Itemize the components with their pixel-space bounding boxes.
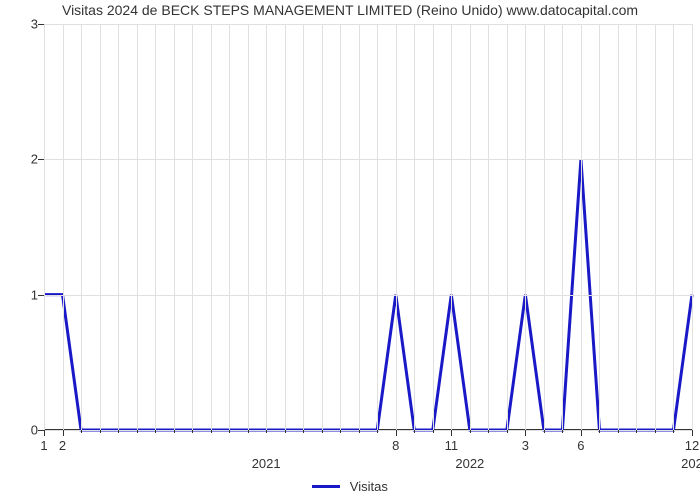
x-minor-tick	[340, 430, 341, 433]
grid-line-v	[414, 24, 415, 430]
x-tick-label: 8	[392, 430, 399, 453]
grid-line-v	[137, 24, 138, 430]
y-tick-label: 2	[31, 152, 44, 167]
grid-line-h	[44, 24, 692, 25]
y-tick-label: 1	[31, 287, 44, 302]
y-tick-label: 3	[31, 17, 44, 32]
grid-line-v	[377, 24, 378, 430]
grid-line-v	[507, 24, 508, 430]
x-minor-tick	[303, 430, 304, 433]
x-minor-tick	[211, 430, 212, 433]
grid-line-v	[340, 24, 341, 430]
x-minor-tick	[488, 430, 489, 433]
grid-line-v	[396, 24, 397, 430]
x-minor-tick	[655, 430, 656, 433]
grid-line-v	[155, 24, 156, 430]
grid-line-v	[44, 24, 45, 430]
x-minor-tick	[285, 430, 286, 433]
x-minor-tick	[322, 430, 323, 433]
x-tick-label: 6	[577, 430, 584, 453]
grid-line-v	[118, 24, 119, 430]
x-minor-tick	[118, 430, 119, 433]
x-minor-tick	[192, 430, 193, 433]
legend: Visitas	[0, 478, 700, 494]
grid-line-v	[544, 24, 545, 430]
x-minor-tick	[100, 430, 101, 433]
x-minor-tick	[599, 430, 600, 433]
grid-line-v	[525, 24, 526, 430]
grid-line-h	[44, 430, 692, 431]
grid-line-v	[470, 24, 471, 430]
x-minor-tick	[359, 430, 360, 433]
x-minor-tick	[155, 430, 156, 433]
grid-line-v	[266, 24, 267, 430]
grid-line-v	[618, 24, 619, 430]
x-minor-tick	[229, 430, 230, 433]
grid-line-v	[359, 24, 360, 430]
visits-chart: Visitas 2024 de BECK STEPS MANAGEMENT LI…	[0, 0, 700, 500]
x-tick-label: 2	[59, 430, 66, 453]
line-series	[44, 24, 692, 430]
x-group-label: 202	[681, 430, 700, 471]
grid-line-v	[562, 24, 563, 430]
x-minor-tick	[562, 430, 563, 433]
legend-label: Visitas	[350, 479, 388, 494]
grid-line-v	[285, 24, 286, 430]
x-group-label: 2021	[252, 430, 281, 471]
x-tick-label: 3	[522, 430, 529, 453]
x-minor-tick	[544, 430, 545, 433]
grid-line-v	[303, 24, 304, 430]
grid-line-v	[433, 24, 434, 430]
x-minor-tick	[248, 430, 249, 433]
chart-title: Visitas 2024 de BECK STEPS MANAGEMENT LI…	[0, 2, 700, 18]
grid-line-v	[488, 24, 489, 430]
grid-line-v	[63, 24, 64, 430]
x-minor-tick	[377, 430, 378, 433]
x-minor-tick	[137, 430, 138, 433]
grid-line-v	[322, 24, 323, 430]
x-minor-tick	[81, 430, 82, 433]
x-minor-tick	[636, 430, 637, 433]
x-group-label: 2022	[455, 430, 484, 471]
grid-line-v	[673, 24, 674, 430]
x-minor-tick	[433, 430, 434, 433]
grid-line-h	[44, 295, 692, 296]
grid-line-v	[192, 24, 193, 430]
grid-line-v	[229, 24, 230, 430]
grid-line-v	[174, 24, 175, 430]
x-minor-tick	[507, 430, 508, 433]
grid-line-v	[211, 24, 212, 430]
legend-swatch	[312, 485, 340, 488]
x-tick-label: 1	[40, 430, 47, 453]
grid-line-v	[692, 24, 693, 430]
grid-line-h	[44, 159, 692, 160]
plot-area: 012312811361220212022202	[44, 24, 692, 430]
x-minor-tick	[174, 430, 175, 433]
grid-line-v	[599, 24, 600, 430]
x-minor-tick	[414, 430, 415, 433]
grid-line-v	[100, 24, 101, 430]
grid-line-v	[248, 24, 249, 430]
grid-line-v	[451, 24, 452, 430]
grid-line-v	[655, 24, 656, 430]
grid-line-v	[581, 24, 582, 430]
grid-line-v	[81, 24, 82, 430]
x-minor-tick	[618, 430, 619, 433]
x-minor-tick	[673, 430, 674, 433]
grid-line-v	[636, 24, 637, 430]
